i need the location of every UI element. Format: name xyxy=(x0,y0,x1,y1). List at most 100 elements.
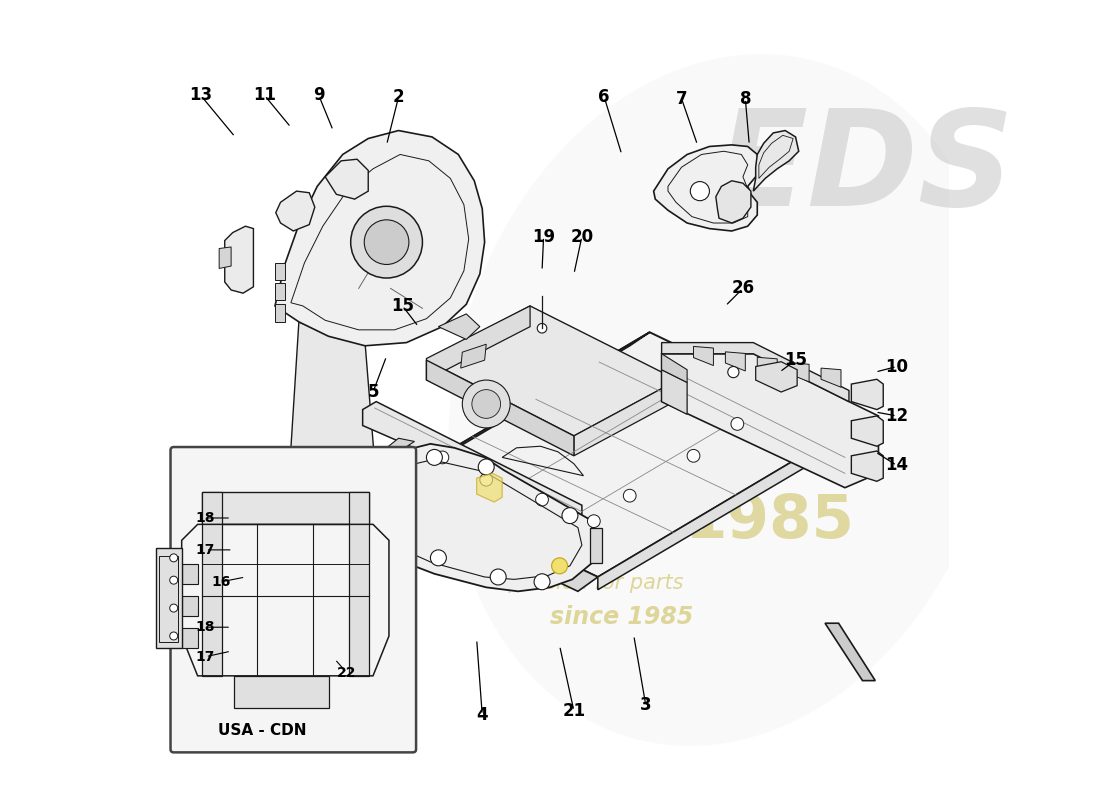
Polygon shape xyxy=(789,362,810,382)
Polygon shape xyxy=(219,247,231,269)
Polygon shape xyxy=(754,130,799,191)
Polygon shape xyxy=(276,191,315,231)
Circle shape xyxy=(536,494,549,506)
Text: 22: 22 xyxy=(337,666,356,680)
Text: 18: 18 xyxy=(196,620,216,634)
Ellipse shape xyxy=(449,54,1002,746)
Text: 21: 21 xyxy=(562,702,585,720)
Polygon shape xyxy=(725,352,746,371)
Circle shape xyxy=(169,604,178,612)
Polygon shape xyxy=(851,416,883,446)
Polygon shape xyxy=(476,474,503,502)
Polygon shape xyxy=(661,342,849,402)
Text: a passion for parts: a passion for parts xyxy=(488,574,683,594)
Text: 15: 15 xyxy=(784,351,807,369)
Polygon shape xyxy=(590,527,602,563)
Polygon shape xyxy=(275,283,285,300)
Text: 19: 19 xyxy=(532,227,556,246)
Polygon shape xyxy=(365,444,596,591)
Polygon shape xyxy=(363,402,582,521)
Polygon shape xyxy=(851,451,883,482)
Polygon shape xyxy=(716,181,751,223)
Text: 4: 4 xyxy=(476,706,488,724)
Circle shape xyxy=(732,418,744,430)
Circle shape xyxy=(430,550,447,566)
Polygon shape xyxy=(427,360,574,456)
Text: 16: 16 xyxy=(212,574,231,589)
Text: 17: 17 xyxy=(196,650,216,664)
Polygon shape xyxy=(156,548,182,648)
Polygon shape xyxy=(349,493,368,676)
Circle shape xyxy=(351,206,422,278)
Polygon shape xyxy=(275,130,485,346)
Polygon shape xyxy=(574,380,678,456)
Circle shape xyxy=(386,460,403,476)
Circle shape xyxy=(562,508,578,523)
Polygon shape xyxy=(821,368,842,387)
Text: 10: 10 xyxy=(886,358,909,375)
Text: EDS: EDS xyxy=(716,104,1014,234)
Polygon shape xyxy=(376,482,597,591)
Text: 12: 12 xyxy=(886,407,909,425)
Circle shape xyxy=(436,451,449,464)
Polygon shape xyxy=(427,306,530,380)
Polygon shape xyxy=(661,370,688,414)
Text: 17: 17 xyxy=(196,543,216,557)
Text: 3: 3 xyxy=(640,695,651,714)
Circle shape xyxy=(535,574,550,590)
Text: 8: 8 xyxy=(739,90,751,108)
Circle shape xyxy=(624,490,636,502)
Polygon shape xyxy=(201,493,221,676)
Polygon shape xyxy=(376,332,650,496)
Circle shape xyxy=(427,450,442,466)
Polygon shape xyxy=(275,263,285,281)
Circle shape xyxy=(462,380,510,428)
Circle shape xyxy=(383,526,398,542)
Circle shape xyxy=(169,632,178,640)
Circle shape xyxy=(472,390,500,418)
Circle shape xyxy=(491,569,506,585)
Circle shape xyxy=(480,474,493,486)
Polygon shape xyxy=(653,145,759,231)
Circle shape xyxy=(728,366,739,378)
Text: 13: 13 xyxy=(189,86,212,105)
Polygon shape xyxy=(182,628,198,648)
Polygon shape xyxy=(275,304,285,322)
Text: 5: 5 xyxy=(367,383,378,401)
Circle shape xyxy=(537,323,547,333)
Text: 20: 20 xyxy=(570,227,594,246)
Polygon shape xyxy=(461,344,486,368)
Polygon shape xyxy=(439,314,480,339)
Polygon shape xyxy=(693,346,714,366)
Circle shape xyxy=(364,220,409,265)
Circle shape xyxy=(478,459,494,475)
Polygon shape xyxy=(597,428,849,590)
Polygon shape xyxy=(851,379,883,410)
Circle shape xyxy=(691,182,710,201)
Text: 1985: 1985 xyxy=(684,492,855,550)
Circle shape xyxy=(551,558,568,574)
Text: 26: 26 xyxy=(732,279,755,298)
Polygon shape xyxy=(233,676,329,708)
Text: 9: 9 xyxy=(314,86,324,105)
Text: 15: 15 xyxy=(390,297,414,315)
Text: since 1985: since 1985 xyxy=(550,605,693,629)
Text: 7: 7 xyxy=(675,90,688,108)
Polygon shape xyxy=(757,358,778,377)
Polygon shape xyxy=(366,438,415,472)
Circle shape xyxy=(587,515,601,527)
Text: 14: 14 xyxy=(886,456,909,474)
Text: 11: 11 xyxy=(253,86,276,105)
Polygon shape xyxy=(756,362,798,392)
FancyBboxPatch shape xyxy=(170,447,416,752)
Text: 6: 6 xyxy=(598,88,611,106)
Circle shape xyxy=(688,450,700,462)
Polygon shape xyxy=(182,596,198,616)
Circle shape xyxy=(169,576,178,584)
Polygon shape xyxy=(224,226,253,293)
Circle shape xyxy=(169,554,178,562)
Polygon shape xyxy=(354,480,365,521)
Polygon shape xyxy=(427,306,678,436)
Polygon shape xyxy=(397,332,849,577)
Polygon shape xyxy=(201,493,368,524)
